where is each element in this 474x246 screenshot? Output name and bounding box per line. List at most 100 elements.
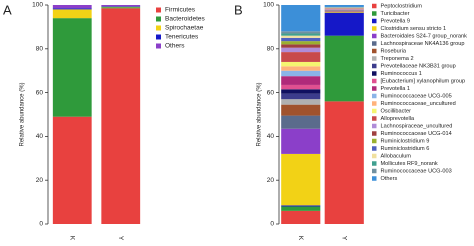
bar-segment (281, 93, 321, 100)
y-tick-label: 100 (263, 2, 274, 9)
legend-swatch (372, 138, 377, 144)
x-tick-label: K (297, 236, 304, 241)
legend-label: Mollicutes RF9_norank (381, 161, 438, 167)
bar-segment (324, 10, 364, 12)
legend-label: Ruminiclostridium 9 (381, 138, 430, 144)
legend-swatch (156, 16, 161, 22)
legend-swatch (372, 176, 377, 181)
bar-segment (101, 8, 141, 224)
y-tick-label: 60 (36, 89, 44, 96)
bar-segment (324, 11, 364, 13)
bar-segment (281, 41, 321, 45)
y-tick-label: 60 (267, 89, 275, 96)
legend-label: Lachnospiraceae_uncultured (381, 123, 453, 129)
x-tick-label: Y (341, 236, 348, 241)
legend-label: Turicibacter (381, 11, 410, 17)
bar-segment (281, 47, 321, 53)
bar-segment (281, 31, 321, 34)
y-tick-label: 20 (36, 177, 44, 184)
legend-swatch (372, 56, 377, 61)
bar-segment (324, 5, 364, 7)
legend-label: Ruminococcaceae_uncultured (381, 101, 456, 107)
bar-segment (281, 99, 321, 105)
legend-label: Ruminococcaceae UCG-014 (381, 131, 452, 137)
legend-label: Roseburia (381, 48, 407, 54)
legend-label: Firmicutes (165, 7, 196, 14)
bar-segment (281, 37, 321, 42)
legend-swatch (372, 108, 377, 114)
legend-label: Spirochaetae (165, 25, 204, 32)
bar-segment (281, 35, 321, 38)
legend-label: Lachnospiraceae NK4A136 group (381, 41, 465, 47)
legend-swatch (372, 71, 377, 76)
bar-segment (324, 35, 364, 102)
legend-swatch (372, 86, 377, 91)
legend-label: Ruminococcus 1 (381, 71, 422, 77)
legend-label: Clostridium sensu stricto 1 (381, 26, 447, 32)
bar-segment (281, 205, 321, 207)
legend-swatch (156, 25, 161, 31)
legend-swatch (372, 78, 377, 84)
bar-segment (281, 128, 321, 154)
legend-swatch (372, 116, 377, 121)
legend-swatch (372, 11, 377, 16)
legend-swatch (372, 101, 377, 106)
legend-label: Alloprevotella (381, 116, 415, 122)
legend-swatch (372, 3, 377, 9)
bar-segment (281, 84, 321, 90)
legend-label: Others (165, 43, 185, 50)
bar-segment (52, 9, 92, 19)
y-tick-label: 80 (36, 46, 44, 53)
bar-segment (281, 61, 321, 67)
bar-segment (52, 18, 92, 117)
y-tick-label: 80 (267, 46, 275, 53)
y-tick-label: 0 (39, 221, 43, 228)
bar-segment (281, 104, 321, 116)
bar-segment (101, 6, 141, 7)
legend-swatch (372, 168, 377, 174)
legend-swatch (156, 34, 161, 40)
bar-segment (281, 153, 321, 206)
legend-label: Prevotellaceae NK3B31 group (381, 63, 456, 69)
bar-segment (281, 206, 321, 211)
legend-label: Peptoclostridium (381, 3, 423, 9)
bar-segment (101, 5, 141, 7)
bar-segment (52, 5, 92, 9)
bar-segment (281, 33, 321, 36)
x-tick-label: Y (117, 236, 124, 241)
bar-segment (281, 5, 321, 32)
bar-segment (101, 7, 141, 9)
panel-label: A (3, 2, 12, 17)
bar-segment (324, 12, 364, 36)
bar-segment (281, 89, 321, 94)
bar-segment (324, 101, 364, 224)
legend-swatch (372, 48, 377, 54)
legend-swatch (372, 146, 377, 151)
legend-swatch (372, 63, 377, 69)
x-tick-label: K (69, 236, 76, 241)
panel-label: B (234, 2, 243, 17)
legend-label: Ruminiclostridium 6 (381, 146, 430, 152)
legend-label: Prevotella 9 (381, 18, 411, 24)
y-axis-label: Relative abundance (%) (20, 82, 26, 146)
legend-label: Treponema 2 (381, 56, 414, 62)
legend-label: Tenericutes (165, 34, 199, 41)
bar-segment (281, 66, 321, 71)
legend-swatch (372, 153, 377, 159)
legend-label: Bacteroidetes (165, 16, 205, 23)
bar-segment (281, 70, 321, 77)
legend-swatch (372, 93, 377, 99)
bar-segment (281, 44, 321, 48)
legend-label: Bacteroidales S24-7 group_norank (381, 33, 468, 39)
bar-segment (52, 116, 92, 224)
y-tick-label: 100 (32, 2, 43, 9)
legend-swatch (372, 33, 377, 39)
y-axis-label: Relative abundance (%) (257, 82, 263, 146)
bar-segment (281, 76, 321, 85)
legend-swatch (372, 131, 377, 136)
legend-label: Ruminococcaceae UCG-003 (381, 168, 452, 174)
bar-segment (52, 8, 92, 10)
bar-segment (281, 115, 321, 129)
legend-swatch (372, 41, 377, 46)
bar-segment (281, 52, 321, 62)
